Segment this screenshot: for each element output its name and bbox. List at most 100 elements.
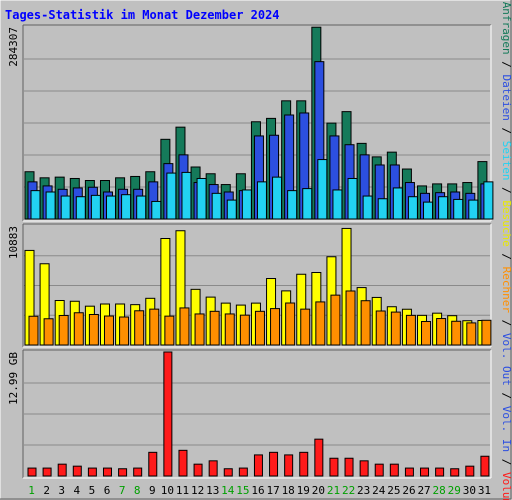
bar-rechner-day-26	[405, 314, 416, 346]
bar-volumen-day-10	[163, 351, 173, 477]
x-tick-label: 31	[478, 484, 491, 497]
bar-volumen-day-29	[450, 468, 460, 477]
x-tick-label: 9	[149, 484, 156, 497]
legend-entry: /	[500, 452, 512, 472]
x-tick-label: 11	[176, 484, 189, 497]
x-tick-label: 28	[433, 484, 446, 497]
bar-volumen-day-16	[253, 454, 263, 477]
x-tick-label: 23	[357, 484, 370, 497]
bar-rechner-day-5	[88, 313, 99, 346]
bar-rechner-day-25	[390, 311, 401, 346]
bar-seiten-day-13	[211, 192, 222, 220]
bar-rechner-day-15	[239, 314, 250, 346]
bar-seiten-day-29	[453, 198, 464, 220]
bar-seiten-day-27	[423, 201, 434, 220]
bar-volumen-day-20	[314, 438, 324, 477]
legend-entry: /	[500, 181, 512, 201]
x-tick-label: 2	[43, 484, 50, 497]
bar-rechner-day-28	[436, 318, 447, 346]
bar-volumen-day-28	[435, 467, 445, 477]
bar-volumen-day-26	[404, 467, 414, 477]
bar-seiten-day-21	[332, 189, 343, 220]
legend-entry: Rechner	[500, 267, 512, 314]
bar-seiten-day-8	[136, 195, 147, 220]
bar-rechner-day-16	[254, 310, 265, 346]
chart-panels: 284307 10883 12.99 GB	[7, 24, 494, 479]
bar-volumen-day-21	[329, 457, 339, 477]
bar-volumen-day-8	[133, 467, 143, 477]
x-tick-label: 15	[236, 484, 249, 497]
x-tick-label: 17	[266, 484, 279, 497]
bar-volumen-day-1	[27, 467, 37, 477]
legend-entry: Besuche	[500, 200, 512, 246]
bar-volumen-day-24	[374, 463, 384, 477]
bar-rechner-day-17	[270, 308, 281, 346]
bar-rechner-day-14	[224, 313, 235, 346]
bar-volumen-day-30	[465, 465, 475, 477]
x-tick-label: 30	[463, 484, 476, 497]
bar-rechner-day-2	[43, 318, 54, 346]
bar-seiten-day-24	[377, 198, 388, 220]
bar-seiten-day-26	[407, 196, 418, 220]
bar-volumen-day-6	[102, 467, 112, 477]
panel-visits: 10883	[7, 223, 492, 348]
bar-volumen-day-12	[193, 463, 203, 477]
bar-rechner-day-29	[451, 320, 462, 346]
bar-rechner-day-23	[360, 300, 371, 346]
bar-volumen-day-5	[87, 467, 97, 477]
bar-rechner-day-6	[103, 315, 114, 346]
legend-entry: Seiten	[500, 141, 512, 181]
bar-seiten-day-16	[256, 181, 267, 220]
bar-seiten-day-19	[302, 188, 313, 220]
bar-rechner-day-19	[300, 308, 311, 346]
x-tick-label: 6	[104, 484, 111, 497]
bar-rechner-day-10	[164, 315, 175, 346]
x-tick-label: 13	[206, 484, 219, 497]
bar-volumen-day-19	[299, 451, 309, 477]
bar-seiten-day-25	[392, 187, 403, 220]
x-tick-label: 5	[89, 484, 96, 497]
bar-volumen-day-9	[148, 451, 158, 477]
legend-entry: Anfragen	[500, 2, 512, 55]
x-tick-label: 7	[119, 484, 126, 497]
panel-max-label: 10883	[7, 226, 20, 259]
bar-volumen-day-14	[223, 468, 233, 477]
bar-volumen-day-3	[57, 463, 67, 477]
x-tick-label: 22	[342, 484, 355, 497]
x-tick-label: 26	[402, 484, 415, 497]
x-tick-label: 29	[448, 484, 461, 497]
x-tick-label: 25	[387, 484, 400, 497]
legend-entry: /	[500, 121, 512, 141]
x-tick-label: 8	[134, 484, 141, 497]
x-tick-label: 21	[327, 484, 340, 497]
panel-max-label: 284307	[7, 27, 20, 67]
x-tick-label: 24	[372, 484, 386, 497]
bar-seiten-day-3	[60, 195, 71, 220]
right-legend: Anfragen / Dateien / Seiten / Besuche / …	[500, 2, 512, 500]
x-tick-label: 3	[58, 484, 65, 497]
bar-seiten-day-9	[151, 200, 162, 220]
bar-rechner-day-13	[209, 310, 220, 346]
bar-seiten-day-5	[90, 194, 101, 220]
bar-volumen-day-27	[420, 467, 430, 477]
bar-seiten-day-23	[362, 195, 373, 220]
bar-volumen-day-22	[344, 457, 354, 477]
x-tick-label: 4	[74, 484, 81, 497]
bar-seiten-day-30	[468, 199, 479, 220]
bar-volumen-day-18	[284, 454, 294, 477]
bar-rechner-day-24	[375, 310, 386, 346]
bar-seiten-day-20	[317, 159, 328, 220]
bar-rechner-day-11	[179, 307, 190, 346]
bar-rechner-day-8	[134, 310, 145, 346]
bar-rechner-day-27	[421, 320, 432, 346]
bar-rechner-day-7	[119, 316, 130, 346]
bar-volumen-day-2	[42, 467, 52, 477]
bar-seiten-day-6	[105, 195, 116, 220]
chart-title: Tages-Statistik im Monat Dezember 2024	[5, 8, 280, 22]
bar-rechner-day-4	[73, 312, 84, 346]
bar-seiten-day-31	[483, 181, 494, 220]
bar-seiten-day-28	[438, 196, 449, 220]
bar-volumen-day-11	[178, 449, 188, 477]
bar-seiten-day-4	[75, 196, 86, 220]
